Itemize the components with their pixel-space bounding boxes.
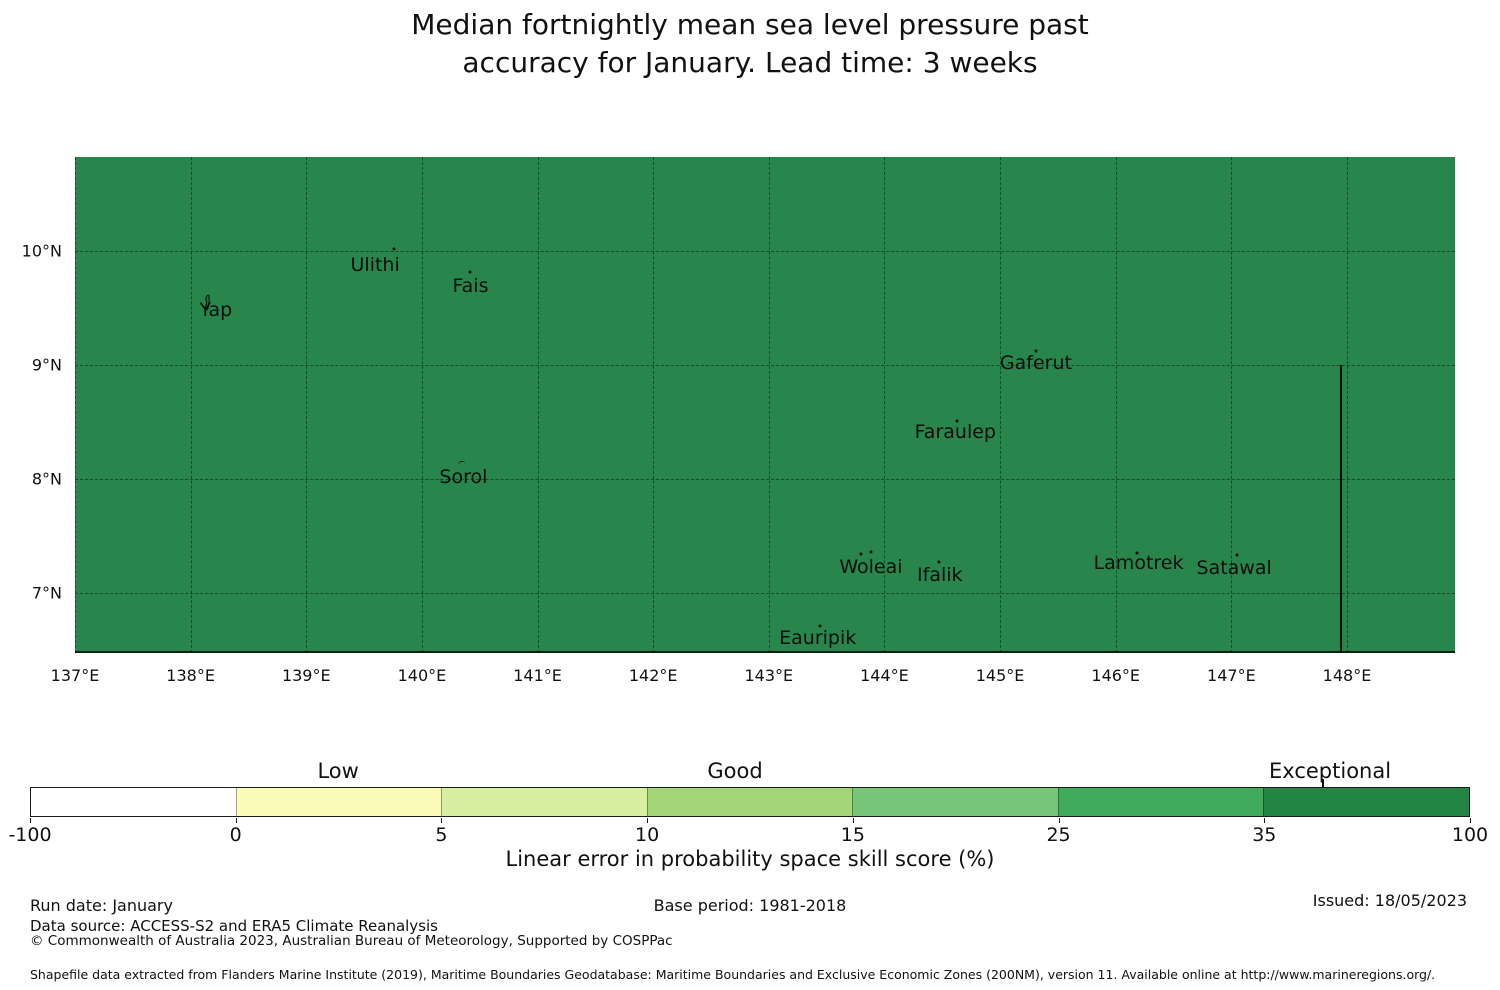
gridline-lon <box>537 157 539 653</box>
gridline-lat <box>75 365 1455 366</box>
gridline-lon <box>421 157 423 653</box>
colorbar-segment <box>646 788 853 816</box>
chart-title-line2: accuracy for January. Lead time: 3 weeks <box>462 46 1038 79</box>
island-marker-dot <box>1034 349 1038 353</box>
island-marker-dot <box>468 270 472 274</box>
colorbar-tick-label: 35 <box>1252 824 1277 846</box>
colorbar-tick-label: -100 <box>8 824 52 846</box>
island-label: Ifalik <box>917 564 963 587</box>
issued-date-text: Issued: 18/05/2023 <box>1312 891 1467 910</box>
base-period-text: Base period: 1981-2018 <box>653 896 847 915</box>
island-label: Satawal <box>1196 557 1272 580</box>
lat-tick-label: 8°N <box>31 469 62 489</box>
island-label: Lamotrek <box>1093 552 1184 575</box>
gridline-lon <box>768 157 770 653</box>
colorbar-segment <box>235 788 442 816</box>
colorbar-tick <box>647 818 649 823</box>
island-label: Fais <box>452 274 489 297</box>
island-marker-dot <box>955 419 959 423</box>
colorbar <box>30 787 1470 817</box>
colorbar-tick <box>1058 818 1060 823</box>
lon-tick-label: 142°E <box>628 666 678 685</box>
lon-tick-label: 148°E <box>1322 666 1372 685</box>
gridline-lon <box>306 157 308 653</box>
colorbar-tick <box>852 818 854 823</box>
colorbar-segment <box>441 788 647 816</box>
island-label: Woleai <box>839 556 903 579</box>
gridline-lon <box>1346 157 1348 653</box>
colorbar-tick-label: 0 <box>229 824 242 846</box>
island-marker-dot <box>392 247 396 251</box>
gridline-lon <box>884 157 886 653</box>
colorbar-category-label: Low <box>317 759 359 783</box>
lon-tick-label: 143°E <box>744 666 794 685</box>
eez-bottom-boundary-line <box>75 651 1455 653</box>
island-marker-dot <box>1235 553 1239 557</box>
lat-tick-label: 7°N <box>31 583 62 603</box>
gridline-lon <box>1000 157 1002 653</box>
island-label: Gaferut <box>999 352 1072 375</box>
gridline-lon <box>653 157 655 653</box>
gridline-lon <box>1231 157 1233 653</box>
eez-boundary-line <box>1340 365 1343 653</box>
shapefile-attribution-text: Shapefile data extracted from Flanders M… <box>30 967 1436 982</box>
gridline-lon <box>1115 157 1117 653</box>
lon-tick-label: 144°E <box>860 666 909 685</box>
colorbar-axis-label: Linear error in probability space skill … <box>505 847 995 871</box>
colorbar-category-label: Exceptional <box>1269 759 1392 783</box>
colorbar-tick-label: 15 <box>840 824 865 846</box>
run-date-text: Run date: January <box>30 896 173 915</box>
island-marker-island-shape <box>201 293 213 311</box>
lon-tick-label: 141°E <box>513 666 562 685</box>
gridline-lon <box>75 157 76 653</box>
colorbar-category-label: Good <box>707 759 763 783</box>
island-label: Sorol <box>439 466 488 489</box>
lon-tick-label: 147°E <box>1207 666 1256 685</box>
colorbar-tick <box>235 818 237 823</box>
copyright-text: © Commonwealth of Australia 2023, Austra… <box>30 933 673 949</box>
lon-tick-label: 138°E <box>166 666 215 685</box>
chart-title: Median fortnightly mean sea level pressu… <box>0 6 1500 82</box>
colorbar-segment <box>1263 788 1470 816</box>
colorbar-tick-label: 10 <box>635 824 660 846</box>
colorbar-tick-label: 5 <box>435 824 448 846</box>
colorbar-tick <box>1470 818 1471 823</box>
lat-tick-label: 9°N <box>31 355 62 375</box>
island-label: Ulithi <box>350 253 400 276</box>
island-marker-dot <box>859 552 863 556</box>
island-marker-dot <box>818 624 822 628</box>
colorbar-tick-label: 25 <box>1046 824 1071 846</box>
lon-tick-label: 137°E <box>50 666 100 685</box>
lon-tick-label: 140°E <box>397 666 447 685</box>
gridline-lat <box>75 251 1455 252</box>
colorbar-segment <box>1057 788 1264 816</box>
island-marker-dot <box>869 550 873 554</box>
colorbar-segment <box>852 788 1058 816</box>
island-marker-dot <box>937 560 941 564</box>
lon-tick-label: 139°E <box>281 666 331 685</box>
colorbar-segment <box>31 788 236 816</box>
gridline-lon <box>190 157 192 653</box>
gridline-lat <box>75 593 1455 594</box>
chart-title-line1: Median fortnightly mean sea level pressu… <box>411 8 1089 41</box>
colorbar-tick-label: 100 <box>1451 824 1489 846</box>
map-plot: Yap Ulithi Fais Sorol Gaferut Faraulep Woleai I… <box>75 157 1455 653</box>
data-source-text: Data source: ACCESS-S2 and ERA5 Climate … <box>30 917 438 935</box>
colorbar-value-marker <box>1321 779 1324 787</box>
island-label: Eauripik <box>779 627 857 650</box>
lon-tick-label: 145°E <box>975 666 1025 685</box>
colorbar-tick <box>1264 818 1266 823</box>
island-label: Yap <box>199 299 233 322</box>
colorbar-tick <box>441 818 443 823</box>
gridline-lat <box>75 479 1455 480</box>
island-marker-dot <box>1135 551 1139 555</box>
lat-tick-label: 10°N <box>21 241 62 261</box>
colorbar-tick <box>30 818 31 823</box>
island-label: Faraulep <box>914 420 996 443</box>
lon-tick-label: 146°E <box>1091 666 1141 685</box>
